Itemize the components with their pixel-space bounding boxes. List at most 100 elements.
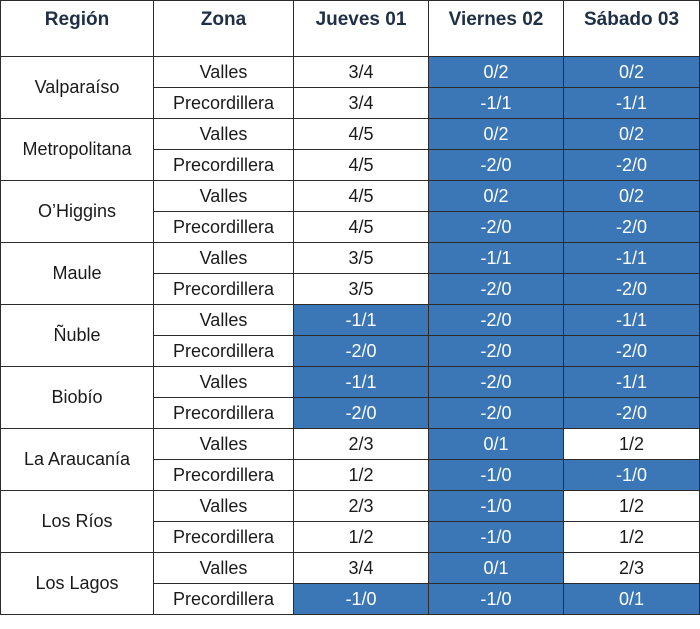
viernes-value-cell: -2/0	[428, 366, 564, 398]
sabado-value-cell: -1/1	[563, 366, 700, 398]
region-name-cell: Metropolitana	[0, 118, 154, 181]
sabado-value-cell: 2/3	[563, 552, 700, 584]
viernes-value-cell: -2/0	[428, 397, 564, 429]
jueves-value-cell: 1/2	[293, 459, 429, 491]
viernes-value-cell: -2/0	[428, 273, 564, 305]
zona-cell: Valles	[153, 552, 294, 584]
viernes-value-cell: -1/1	[428, 242, 564, 274]
header-sabado: Sábado 03	[563, 0, 700, 57]
table-row: Ñuble Valles -1/1 -2/0 -1/1	[0, 304, 700, 367]
jueves-value-cell: 1/2	[293, 521, 429, 553]
viernes-value-cell: -1/0	[428, 490, 564, 522]
zona-cell: Valles	[153, 118, 294, 150]
table-row: Precordillera -1/0 -1/0 0/1	[1, 583, 700, 615]
jueves-value-cell: 3/5	[293, 273, 429, 305]
zona-cell: Precordillera	[153, 87, 294, 119]
jueves-value-cell: 3/4	[293, 87, 429, 119]
sabado-value-cell: -2/0	[563, 211, 700, 243]
table-header: Región Zona Jueves 01 Viernes 02 Sábado …	[0, 0, 700, 57]
zona-cell: Valles	[153, 304, 294, 336]
jueves-value-cell: -1/1	[293, 304, 429, 336]
header-row: Región Zona Jueves 01 Viernes 02 Sábado …	[0, 0, 700, 57]
sabado-value-cell: -2/0	[563, 149, 700, 181]
viernes-value-cell: -1/0	[428, 459, 564, 491]
jueves-value-cell: 2/3	[293, 490, 429, 522]
zona-cell: Precordillera	[153, 583, 294, 615]
jueves-value-cell: 4/5	[293, 149, 429, 181]
zona-cell: Precordillera	[153, 149, 294, 181]
zona-cell: Precordillera	[153, 273, 294, 305]
zona-cell: Valles	[153, 428, 294, 460]
viernes-value-cell: -1/0	[428, 583, 564, 615]
region-name-cell: Maule	[0, 242, 154, 305]
jueves-value-cell: -1/1	[293, 366, 429, 398]
sabado-value-cell: 1/2	[563, 521, 700, 553]
sabado-value-cell: -2/0	[563, 397, 700, 429]
table-row: Maule Valles 3/5 -1/1 -1/1	[0, 242, 700, 305]
region-name-cell: O’Higgins	[0, 180, 154, 243]
zona-cell: Precordillera	[153, 335, 294, 367]
sabado-value-cell: 0/2	[563, 56, 700, 88]
viernes-value-cell: -1/0	[428, 521, 564, 553]
jueves-value-cell: 3/4	[293, 552, 429, 584]
header-zona: Zona	[153, 0, 294, 57]
sabado-value-cell: 0/2	[563, 118, 700, 150]
jueves-value-cell: 2/3	[293, 428, 429, 460]
sabado-value-cell: -2/0	[563, 335, 700, 367]
zona-cell: Valles	[153, 490, 294, 522]
viernes-value-cell: -2/0	[428, 335, 564, 367]
sabado-value-cell: 1/2	[563, 490, 700, 522]
zona-cell: Precordillera	[153, 211, 294, 243]
table-row: O’Higgins Valles 4/5 0/2 0/2	[0, 180, 700, 243]
viernes-value-cell: -1/1	[428, 87, 564, 119]
table-row: Precordillera 3/4 -1/1 -1/1	[1, 87, 700, 119]
viernes-value-cell: 0/2	[428, 180, 564, 212]
sabado-value-cell: -2/0	[563, 273, 700, 305]
sabado-value-cell: -1/1	[563, 87, 700, 119]
table-row: Los Lagos Valles 3/4 0/1 2/3	[0, 552, 700, 615]
jueves-value-cell: -2/0	[293, 335, 429, 367]
zona-cell: Valles	[153, 366, 294, 398]
sabado-value-cell: -1/1	[563, 304, 700, 336]
zona-cell: Valles	[153, 180, 294, 212]
table-row: Precordillera 3/5 -2/0 -2/0	[1, 273, 700, 305]
table-row: Valparaíso Valles 3/4 0/2 0/2	[0, 56, 700, 119]
zona-cell: Valles	[153, 242, 294, 274]
region-name-cell: Los Ríos	[0, 490, 154, 553]
table-row: Biobío Valles -1/1 -2/0 -1/1	[0, 366, 700, 429]
viernes-value-cell: 0/1	[428, 552, 564, 584]
jueves-value-cell: -2/0	[293, 397, 429, 429]
region-name-cell: Los Lagos	[0, 552, 154, 615]
jueves-value-cell: 3/4	[293, 56, 429, 88]
region-name-cell: Ñuble	[0, 304, 154, 367]
sabado-value-cell: -1/0	[563, 459, 700, 491]
zona-cell: Precordillera	[153, 521, 294, 553]
table-row: Precordillera 1/2 -1/0 -1/0	[1, 459, 700, 491]
table-row: Precordillera -2/0 -2/0 -2/0	[1, 335, 700, 367]
header-jueves: Jueves 01	[293, 0, 429, 57]
viernes-value-cell: 0/2	[428, 118, 564, 150]
region-name-cell: Biobío	[0, 366, 154, 429]
forecast-table: Región Zona Jueves 01 Viernes 02 Sábado …	[0, 0, 700, 615]
table-body: Valparaíso Valles 3/4 0/2 0/2 Precordillera 3/…	[0, 56, 700, 615]
jueves-value-cell: 4/5	[293, 118, 429, 150]
table-row: Metropolitana Valles 4/5 0/2 0/2	[0, 118, 700, 181]
jueves-value-cell: 4/5	[293, 180, 429, 212]
table-row: Precordillera 4/5 -2/0 -2/0	[1, 211, 700, 243]
viernes-value-cell: -2/0	[428, 211, 564, 243]
zona-cell: Valles	[153, 56, 294, 88]
header-region: Región	[0, 0, 154, 57]
viernes-value-cell: 0/2	[428, 56, 564, 88]
jueves-value-cell: 3/5	[293, 242, 429, 274]
jueves-value-cell: -1/0	[293, 583, 429, 615]
table-row: La Araucanía Valles 2/3 0/1 1/2	[0, 428, 700, 491]
zona-cell: Precordillera	[153, 397, 294, 429]
header-viernes: Viernes 02	[428, 0, 564, 57]
sabado-value-cell: 0/2	[563, 180, 700, 212]
region-name-cell: La Araucanía	[0, 428, 154, 491]
region-name-cell: Valparaíso	[0, 56, 154, 119]
sabado-value-cell: 0/1	[563, 583, 700, 615]
viernes-value-cell: -2/0	[428, 149, 564, 181]
table-row: Precordillera -2/0 -2/0 -2/0	[1, 397, 700, 429]
viernes-value-cell: 0/1	[428, 428, 564, 460]
